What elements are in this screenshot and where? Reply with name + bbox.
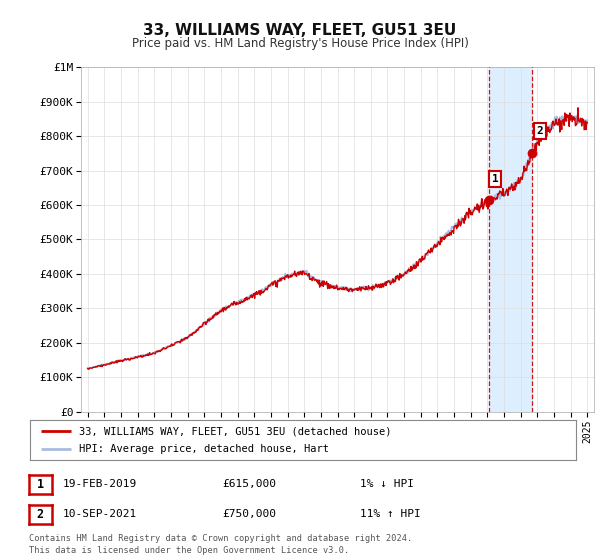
Text: 1% ↓ HPI: 1% ↓ HPI	[360, 479, 414, 489]
Text: 33, WILLIAMS WAY, FLEET, GU51 3EU: 33, WILLIAMS WAY, FLEET, GU51 3EU	[143, 24, 457, 38]
Text: 1: 1	[37, 478, 44, 491]
Text: Price paid vs. HM Land Registry's House Price Index (HPI): Price paid vs. HM Land Registry's House …	[131, 37, 469, 50]
Text: £750,000: £750,000	[222, 509, 276, 519]
Text: 2: 2	[536, 126, 543, 136]
Bar	[490, 67, 532, 412]
Text: 2: 2	[37, 507, 44, 521]
Text: 33, WILLIAMS WAY, FLEET, GU51 3EU (detached house): 33, WILLIAMS WAY, FLEET, GU51 3EU (detac…	[79, 426, 392, 436]
Text: Contains HM Land Registry data © Crown copyright and database right 2024.
This d: Contains HM Land Registry data © Crown c…	[29, 534, 412, 555]
Text: 10-SEP-2021: 10-SEP-2021	[63, 509, 137, 519]
Text: 19-FEB-2019: 19-FEB-2019	[63, 479, 137, 489]
Text: £615,000: £615,000	[222, 479, 276, 489]
Text: 11% ↑ HPI: 11% ↑ HPI	[360, 509, 421, 519]
Text: HPI: Average price, detached house, Hart: HPI: Average price, detached house, Hart	[79, 444, 329, 454]
Text: 1: 1	[492, 174, 499, 184]
